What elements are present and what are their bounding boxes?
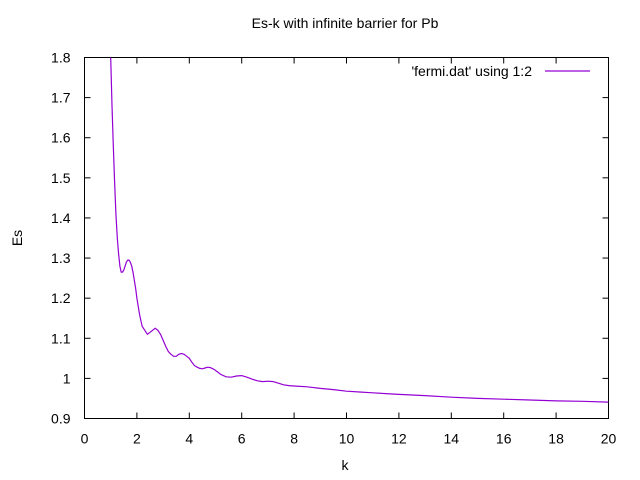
plot-frame <box>84 57 609 419</box>
x-tick-label: 18 <box>548 431 564 447</box>
y-tick-label: 1.1 <box>51 330 71 346</box>
x-tick-label: 12 <box>391 431 407 447</box>
chart-title: Es-k with infinite barrier for Pb <box>252 15 439 31</box>
x-tick-label: 8 <box>290 431 298 447</box>
series-group <box>110 57 609 403</box>
x-tick-label: 2 <box>133 431 141 447</box>
y-tick-label: 1.3 <box>51 250 71 266</box>
y-tick-label: 1 <box>63 370 71 386</box>
y-tick-label: 1.4 <box>51 210 71 226</box>
y-axis: 0.9 1 1.1 1.2 1.3 1.4 1.5 1.6 1.7 1.8 <box>51 50 609 427</box>
x-tick-label: 6 <box>238 431 246 447</box>
x-tick-label: 10 <box>339 431 355 447</box>
y-tick-label: 1.6 <box>51 130 71 146</box>
x-tick-label: 0 <box>81 431 89 447</box>
series-line <box>110 57 609 403</box>
x-axis-label: k <box>342 457 350 473</box>
y-tick-label: 1.8 <box>51 50 71 66</box>
y-axis-label: Es <box>9 230 25 246</box>
legend-label: 'fermi.dat' using 1:2 <box>411 63 532 79</box>
x-tick-label: 20 <box>601 431 617 447</box>
x-tick-label: 14 <box>444 431 460 447</box>
x-tick-label: 16 <box>496 431 512 447</box>
y-tick-label: 1.7 <box>51 90 71 106</box>
x-tick-label: 4 <box>185 431 193 447</box>
y-tick-label: 1.2 <box>51 290 71 306</box>
legend: 'fermi.dat' using 1:2 <box>411 63 590 79</box>
x-axis: 0 2 4 6 8 10 12 14 16 18 20 <box>81 57 617 447</box>
y-tick-label: 0.9 <box>51 411 71 427</box>
y-tick-label: 1.5 <box>51 170 71 186</box>
